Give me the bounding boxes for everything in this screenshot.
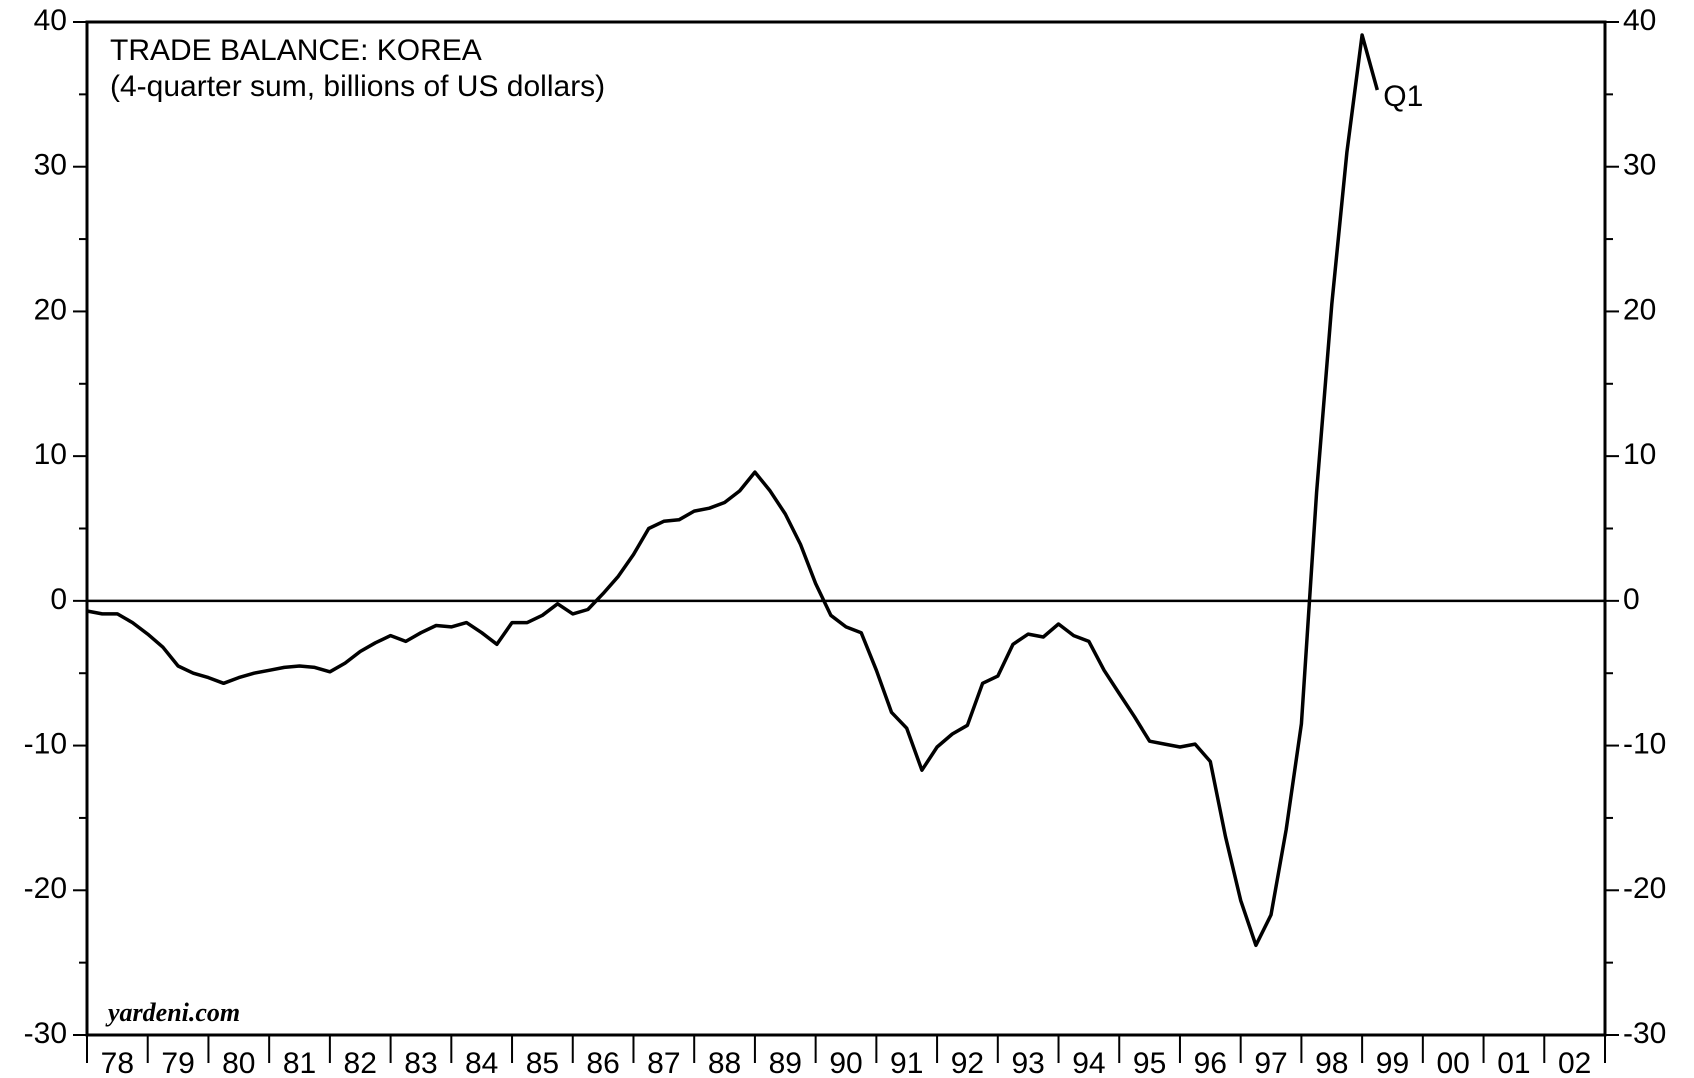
y-tick-label: 10 <box>34 438 67 471</box>
plot-frame <box>85 20 1607 1037</box>
x-tick-label: 90 <box>829 1047 862 1078</box>
y-tick-label: 30 <box>34 149 67 182</box>
y-tick-label: 40 <box>34 4 67 37</box>
x-tick-label: 98 <box>1315 1047 1348 1078</box>
source: yardeni.com <box>105 998 240 1027</box>
y2-tick-label: 30 <box>1623 149 1656 182</box>
x-tick-label: 00 <box>1437 1047 1470 1078</box>
y2-tick-label: 10 <box>1623 438 1656 471</box>
x-tick-label: 82 <box>344 1047 377 1078</box>
x-tick-label: 94 <box>1072 1047 1105 1078</box>
x-tick-label: 01 <box>1497 1047 1530 1078</box>
x-tick-label: 95 <box>1133 1047 1166 1078</box>
y-tick-label: -20 <box>24 872 67 905</box>
x-tick-label: 87 <box>647 1047 680 1078</box>
y2-tick-label: -20 <box>1623 872 1666 905</box>
x-tick-label: 92 <box>951 1047 984 1078</box>
y-tick-label: 20 <box>34 293 67 326</box>
x-tick-label: 89 <box>769 1047 802 1078</box>
y-tick-label: 0 <box>50 583 67 616</box>
y2-tick-label: -30 <box>1623 1017 1666 1050</box>
chart-title: TRADE BALANCE: KOREA <box>110 34 482 67</box>
annotation: Q1 <box>1383 80 1423 113</box>
chart-subtitle: (4-quarter sum, billions of US dollars) <box>110 70 605 103</box>
x-tick-label: 85 <box>526 1047 559 1078</box>
x-tick-label: 81 <box>283 1047 316 1078</box>
y2-tick-label: 0 <box>1623 583 1640 616</box>
y-tick-label: -30 <box>24 1017 67 1050</box>
y2-tick-label: 20 <box>1623 293 1656 326</box>
x-tick-label: 88 <box>708 1047 741 1078</box>
x-tick-label: 91 <box>890 1047 923 1078</box>
y2-tick-label: 40 <box>1623 4 1656 37</box>
x-tick-label: 83 <box>404 1047 437 1078</box>
y-tick-label: -10 <box>24 727 67 760</box>
x-tick-label: 80 <box>222 1047 255 1078</box>
x-tick-label: 86 <box>586 1047 619 1078</box>
data-line <box>86 33 1379 948</box>
x-tick-label: 93 <box>1011 1047 1044 1078</box>
x-tick-label: 96 <box>1194 1047 1227 1078</box>
y2-tick-label: -10 <box>1623 727 1666 760</box>
x-tick-label: 02 <box>1558 1047 1591 1078</box>
x-tick-label: 97 <box>1254 1047 1287 1078</box>
x-tick-label: 99 <box>1376 1047 1409 1078</box>
x-tick-label: 79 <box>161 1047 194 1078</box>
x-tick-label: 84 <box>465 1047 498 1078</box>
x-tick-label: 78 <box>101 1047 134 1078</box>
